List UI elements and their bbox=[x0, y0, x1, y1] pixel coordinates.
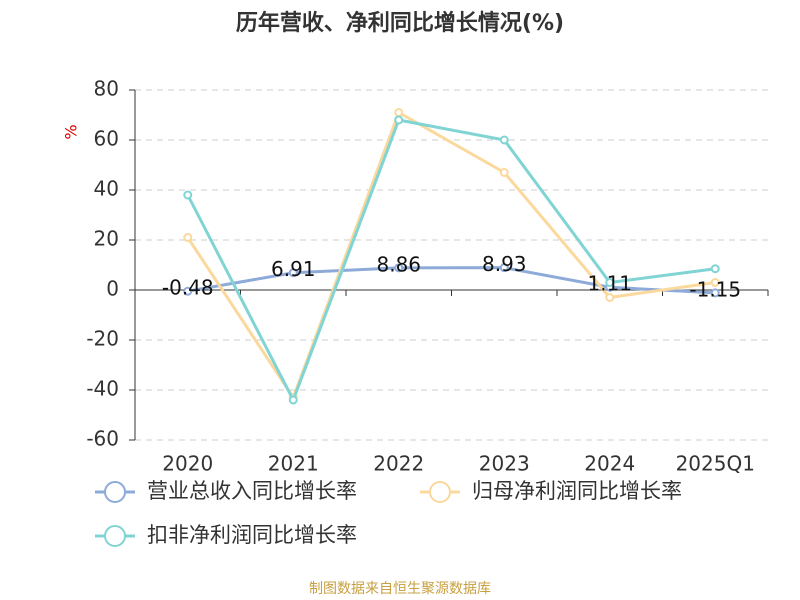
data-point bbox=[183, 233, 193, 242]
data-point bbox=[288, 395, 298, 405]
series-line bbox=[186, 118, 716, 404]
legend-label: 营业总收入同比增长率 bbox=[147, 479, 357, 503]
y-tick-label: -40 bbox=[86, 377, 119, 401]
y-tick-label: 0 bbox=[106, 277, 119, 301]
x-tick-label: 2025Q1 bbox=[676, 452, 755, 476]
data-label: 6.91 bbox=[271, 257, 316, 281]
data-label: 8.93 bbox=[482, 252, 527, 276]
chart-title: 历年营收、净利同比增长情况(%) bbox=[236, 10, 564, 36]
legend-marker bbox=[429, 481, 451, 503]
data-label: -0.48 bbox=[162, 276, 214, 300]
data-point bbox=[605, 278, 615, 287]
legend-marker bbox=[104, 525, 126, 547]
data-point bbox=[288, 268, 298, 278]
y-tick-label: 20 bbox=[94, 227, 119, 251]
data-point bbox=[499, 263, 509, 273]
data-point bbox=[499, 135, 509, 145]
x-tick-label: 2023 bbox=[479, 452, 530, 476]
data-point bbox=[710, 278, 720, 287]
data-label: 1.11 bbox=[587, 272, 632, 296]
legend-label: 扣非净利润同比增长率 bbox=[147, 523, 357, 547]
data-label: -1.15 bbox=[689, 277, 741, 301]
x-tick-label: 2020 bbox=[162, 452, 213, 476]
y-tick-label: 60 bbox=[94, 127, 119, 151]
data-point bbox=[710, 264, 720, 274]
y-tick-label: -60 bbox=[86, 427, 119, 451]
series-line bbox=[186, 110, 716, 401]
y-tick-label: 40 bbox=[94, 177, 119, 201]
legend-marker bbox=[104, 481, 126, 503]
y-axis-label: % bbox=[62, 124, 81, 139]
legend-label: 归母净利润同比增长率 bbox=[472, 479, 682, 503]
data-point bbox=[394, 108, 404, 117]
data-point bbox=[394, 263, 404, 273]
series-line bbox=[187, 266, 716, 295]
data-label: 8.86 bbox=[376, 252, 421, 276]
data-point bbox=[605, 293, 615, 302]
x-tick-label: 2021 bbox=[268, 452, 319, 476]
y-tick-label: 80 bbox=[94, 77, 119, 101]
data-point bbox=[394, 115, 404, 125]
data-point bbox=[183, 190, 193, 200]
y-tick-label: -20 bbox=[86, 327, 119, 351]
data-point bbox=[499, 168, 509, 177]
source-note: 制图数据来自恒生聚源数据库 bbox=[309, 581, 491, 597]
x-tick-label: 2024 bbox=[584, 452, 635, 476]
data-point bbox=[710, 288, 720, 298]
x-tick-label: 2022 bbox=[373, 452, 424, 476]
data-point bbox=[183, 286, 193, 296]
